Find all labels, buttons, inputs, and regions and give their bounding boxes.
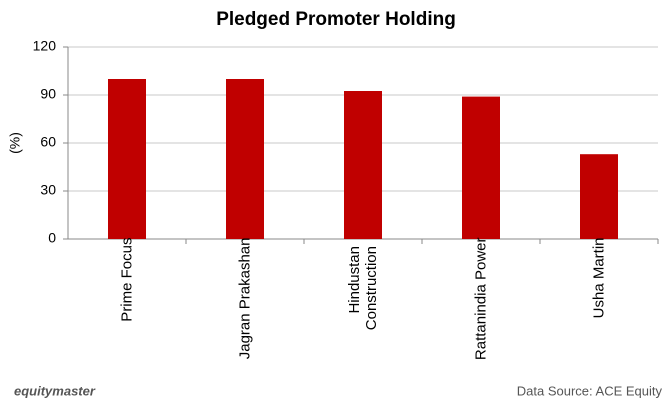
bar	[226, 79, 264, 239]
y-tick-label: 120	[33, 38, 57, 54]
y-tick-label: 90	[40, 86, 56, 102]
x-tick-label: Hindustan Construction	[346, 246, 380, 331]
x-tick-label: Jagran Prakashan	[236, 237, 254, 360]
bar	[580, 154, 618, 239]
x-tick-label: Rattanindia Power	[472, 237, 490, 361]
x-tick-label: Prime Focus	[118, 237, 136, 322]
bar	[344, 91, 382, 239]
y-tick-label: 0	[48, 230, 56, 246]
y-tick-label: 60	[40, 134, 56, 150]
y-axis-label: (%)	[7, 132, 23, 154]
brand: equitymaster	[14, 383, 96, 398]
bar	[108, 79, 146, 239]
bar	[462, 96, 500, 239]
y-tick-label: 30	[40, 182, 56, 198]
chart-title: Pledged Promoter Holding	[216, 9, 456, 30]
source: Data Source: ACE Equity	[517, 383, 663, 398]
x-tick-label: Usha Martin	[590, 237, 608, 319]
